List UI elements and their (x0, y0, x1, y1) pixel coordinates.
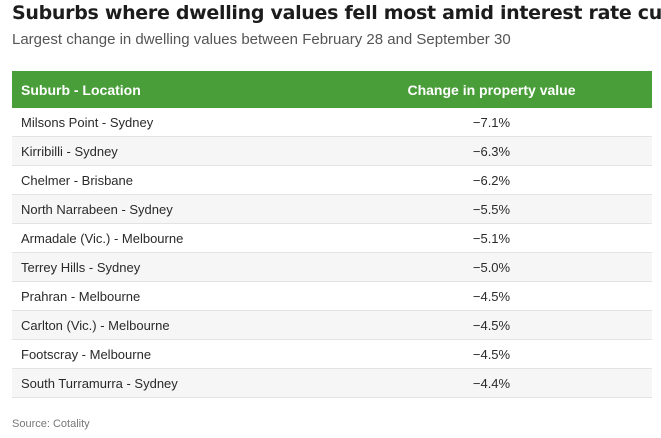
data-table: Suburb - Location Change in property val… (12, 71, 652, 398)
change-cell: −4.5% (331, 281, 652, 311)
suburb-cell: South Turramurra - Sydney (12, 368, 331, 398)
change-cell: −4.5% (331, 339, 652, 369)
table-header: Suburb - Location Change in property val… (12, 71, 652, 108)
change-cell: −5.1% (331, 223, 652, 253)
source-note: Source: Cotality (12, 418, 90, 430)
change-cell: −6.3% (331, 136, 652, 166)
suburb-cell: Kirribilli - Sydney (12, 136, 331, 166)
change-cell: −5.5% (331, 194, 652, 224)
change-cell: −6.2% (331, 165, 652, 195)
change-cell: −5.0% (331, 252, 652, 282)
suburb-cell: North Narrabeen - Sydney (12, 194, 331, 224)
table-row: Milsons Point - Sydney −7.1% (12, 108, 652, 137)
table-row: North Narrabeen - Sydney −5.5% (12, 194, 652, 224)
suburb-cell: Prahran - Melbourne (12, 281, 331, 311)
table-row: Carlton (Vic.) - Melbourne −4.5% (12, 310, 652, 340)
suburb-cell: Milsons Point - Sydney (12, 108, 331, 137)
column-header-change: Change in property value (331, 71, 652, 108)
table-row: Kirribilli - Sydney −6.3% (12, 136, 652, 166)
page-subtitle: Largest change in dwelling values betwee… (12, 31, 511, 48)
suburb-cell: Armadale (Vic.) - Melbourne (12, 223, 331, 253)
page-title: Suburbs where dwelling values fell most … (12, 2, 661, 24)
table-row: Prahran - Melbourne −4.5% (12, 281, 652, 311)
table-row: Terrey Hills - Sydney −5.0% (12, 252, 652, 282)
suburb-cell: Terrey Hills - Sydney (12, 252, 331, 282)
table-body: Milsons Point - Sydney −7.1% Kirribilli … (12, 108, 652, 398)
change-cell: −4.4% (331, 368, 652, 398)
change-cell: −4.5% (331, 310, 652, 340)
suburb-cell: Carlton (Vic.) - Melbourne (12, 310, 331, 340)
table-row: Footscray - Melbourne −4.5% (12, 339, 652, 369)
column-header-suburb: Suburb - Location (12, 71, 331, 108)
table-row: Armadale (Vic.) - Melbourne −5.1% (12, 223, 652, 253)
table-row: South Turramurra - Sydney −4.4% (12, 368, 652, 398)
suburb-cell: Chelmer - Brisbane (12, 165, 331, 195)
table-header-row: Suburb - Location Change in property val… (12, 71, 652, 108)
table-row: Chelmer - Brisbane −6.2% (12, 165, 652, 195)
change-cell: −7.1% (331, 108, 652, 137)
suburb-cell: Footscray - Melbourne (12, 339, 331, 369)
